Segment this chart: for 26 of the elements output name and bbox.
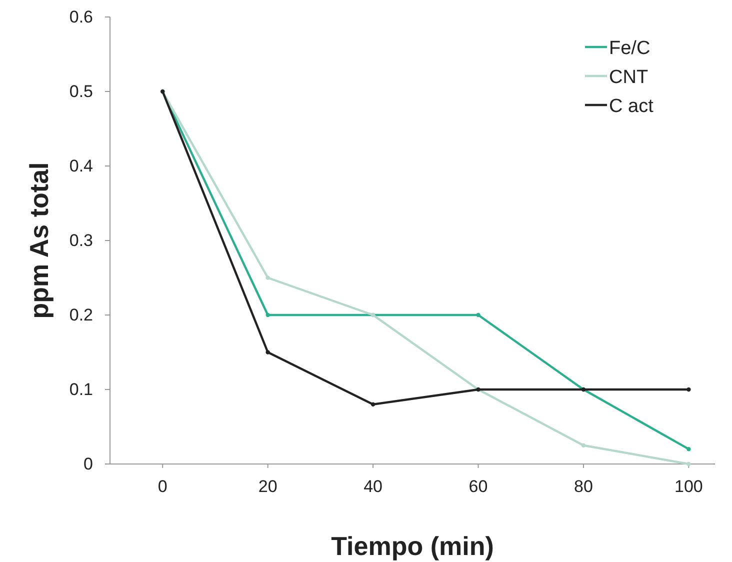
y-tick-label: 0.1 (69, 380, 93, 399)
y-axis-title: ppm As total (24, 162, 54, 319)
legend-label: C act (609, 96, 654, 117)
x-tick-label: 80 (574, 477, 593, 496)
y-tick-label: 0.4 (69, 156, 93, 176)
x-tick-label: 40 (364, 477, 383, 496)
x-tick-label: 0 (158, 477, 168, 496)
point (266, 276, 270, 280)
y-tick-label: 0.3 (69, 230, 93, 250)
legend-label: CNT (609, 67, 648, 88)
y-tick-label: 0.6 (69, 7, 93, 26)
x-axis-title: Tiempo (min) (331, 531, 494, 561)
y-tick-label: 0.2 (69, 305, 93, 324)
legend-label: Fe/C (609, 38, 650, 59)
y-tick-label: 0 (84, 454, 93, 474)
point (686, 446, 691, 452)
point (686, 387, 691, 392)
point (581, 443, 586, 448)
y-tick-label: 0.5 (69, 82, 93, 101)
x-tick-label: 20 (258, 477, 278, 496)
point (476, 312, 480, 318)
x-tick-label: 60 (468, 477, 488, 496)
point (266, 312, 270, 318)
point (370, 402, 376, 407)
point (266, 350, 270, 354)
x-tick-label: 100 (674, 477, 703, 496)
